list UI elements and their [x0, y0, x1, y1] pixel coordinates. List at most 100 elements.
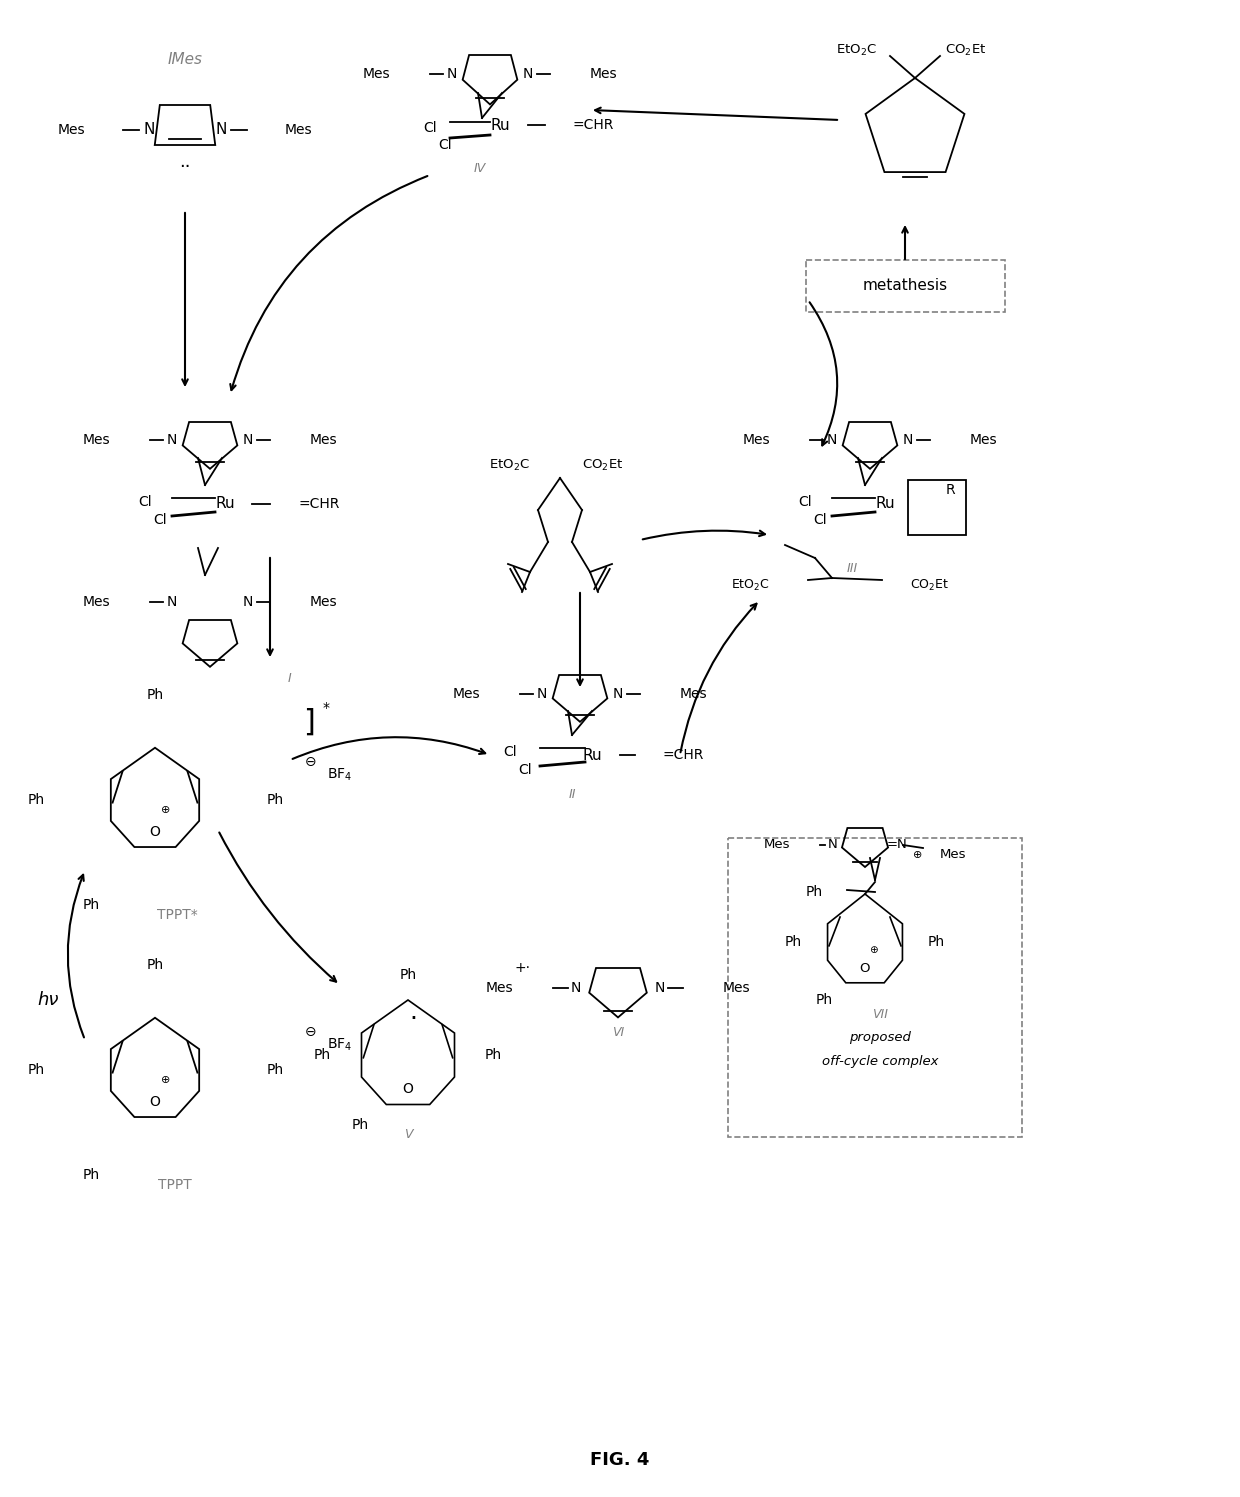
Text: N: N: [903, 433, 913, 448]
Text: EtO$_2$C: EtO$_2$C: [732, 578, 770, 593]
Text: Ph: Ph: [352, 1118, 370, 1132]
Text: off-cycle complex: off-cycle complex: [822, 1055, 939, 1069]
Text: Mes: Mes: [310, 433, 337, 448]
Text: N: N: [446, 67, 458, 81]
Text: Ru: Ru: [490, 117, 510, 133]
Text: Ph: Ph: [267, 1063, 284, 1076]
Text: N: N: [523, 67, 533, 81]
Text: Ph: Ph: [399, 969, 417, 982]
Text: Cl: Cl: [438, 138, 451, 153]
Text: V: V: [404, 1129, 412, 1142]
Text: Mes: Mes: [485, 981, 513, 996]
Text: Mes: Mes: [743, 433, 770, 448]
Text: $\ominus$: $\ominus$: [304, 1025, 316, 1039]
Text: CO$_2$Et: CO$_2$Et: [910, 578, 949, 593]
Text: Ru: Ru: [875, 497, 895, 512]
Text: Ph: Ph: [314, 1048, 331, 1061]
Text: Ph: Ph: [27, 793, 45, 807]
FancyBboxPatch shape: [728, 838, 1022, 1138]
Text: N: N: [167, 594, 177, 609]
Text: Mes: Mes: [82, 594, 110, 609]
Text: IMes: IMes: [167, 52, 202, 67]
Text: O: O: [150, 825, 160, 840]
Text: O: O: [859, 963, 870, 975]
Text: Cl: Cl: [423, 121, 436, 135]
Text: II: II: [568, 789, 575, 801]
Text: Ph: Ph: [146, 958, 164, 972]
Text: VI: VI: [611, 1025, 624, 1039]
Text: Mes: Mes: [82, 433, 110, 448]
Text: Cl: Cl: [154, 513, 167, 527]
Text: Mes: Mes: [940, 849, 966, 861]
Text: N: N: [243, 594, 253, 609]
Text: metathesis: metathesis: [863, 278, 947, 293]
Text: Ph: Ph: [785, 936, 802, 949]
Text: Ph: Ph: [27, 1063, 45, 1076]
Text: N: N: [613, 687, 624, 701]
Text: hν: hν: [37, 991, 58, 1009]
Text: Mes: Mes: [970, 433, 998, 448]
Text: $\oplus$: $\oplus$: [160, 804, 171, 814]
Text: Cl: Cl: [799, 496, 812, 509]
Text: TPPT*: TPPT*: [156, 909, 197, 922]
Text: Ru: Ru: [216, 497, 234, 512]
Text: Ph: Ph: [83, 898, 100, 912]
Text: Mes: Mes: [285, 123, 312, 138]
Text: *: *: [322, 701, 330, 716]
Text: Mes: Mes: [680, 687, 708, 701]
Text: EtO$_2$C: EtO$_2$C: [836, 42, 877, 57]
Text: proposed: proposed: [849, 1031, 911, 1045]
Text: VII: VII: [872, 1009, 888, 1021]
Text: FIG. 4: FIG. 4: [590, 1451, 650, 1469]
Text: Cl: Cl: [518, 763, 532, 777]
Text: Cl: Cl: [503, 746, 517, 759]
Text: =CHR: =CHR: [298, 497, 340, 510]
Text: Cl: Cl: [813, 513, 827, 527]
Text: Mes: Mes: [764, 838, 790, 852]
Text: N: N: [827, 433, 837, 448]
Text: ··: ··: [180, 159, 191, 177]
Text: Ph: Ph: [146, 689, 164, 702]
Text: Mes: Mes: [310, 594, 337, 609]
Text: N: N: [144, 123, 155, 138]
Text: BF$_4$: BF$_4$: [327, 1037, 352, 1054]
Text: O: O: [150, 1096, 160, 1109]
Text: $\oplus$: $\oplus$: [869, 943, 878, 955]
Text: O: O: [403, 1082, 413, 1096]
Text: ]: ]: [303, 708, 315, 737]
Text: BF$_4$: BF$_4$: [327, 766, 352, 783]
Text: $\oplus$: $\oplus$: [911, 849, 923, 861]
Text: +·: +·: [515, 961, 531, 975]
Text: Mes: Mes: [57, 123, 86, 138]
Text: IV: IV: [474, 162, 486, 175]
Text: $\ominus$: $\ominus$: [304, 754, 316, 769]
Text: =N: =N: [887, 838, 908, 852]
Text: Ph: Ph: [267, 793, 284, 807]
Text: I: I: [288, 672, 291, 684]
Text: CO$_2$Et: CO$_2$Et: [945, 42, 986, 57]
Text: N: N: [167, 433, 177, 448]
Text: Mes: Mes: [723, 981, 750, 996]
Text: Cl: Cl: [138, 496, 151, 509]
Text: N: N: [828, 838, 838, 852]
Text: R: R: [945, 484, 955, 497]
Text: EtO$_2$C: EtO$_2$C: [489, 458, 529, 473]
Text: N: N: [216, 123, 227, 138]
Text: N: N: [537, 687, 547, 701]
Text: Ph: Ph: [816, 993, 833, 1007]
Text: N: N: [655, 981, 665, 996]
Text: N: N: [570, 981, 582, 996]
Text: =CHR: =CHR: [662, 748, 703, 762]
Text: Mes: Mes: [453, 687, 480, 701]
Text: CO$_2$Et: CO$_2$Et: [582, 458, 624, 473]
Text: $\oplus$: $\oplus$: [160, 1073, 171, 1085]
Text: III: III: [847, 561, 858, 575]
Text: TPPT: TPPT: [159, 1178, 192, 1192]
Text: N: N: [243, 433, 253, 448]
Text: Ph: Ph: [806, 885, 823, 900]
Text: Ph: Ph: [928, 936, 945, 949]
FancyBboxPatch shape: [806, 260, 1004, 311]
Text: Ph: Ph: [485, 1048, 502, 1061]
Text: ·: ·: [409, 1007, 417, 1031]
Text: Ph: Ph: [83, 1168, 100, 1183]
